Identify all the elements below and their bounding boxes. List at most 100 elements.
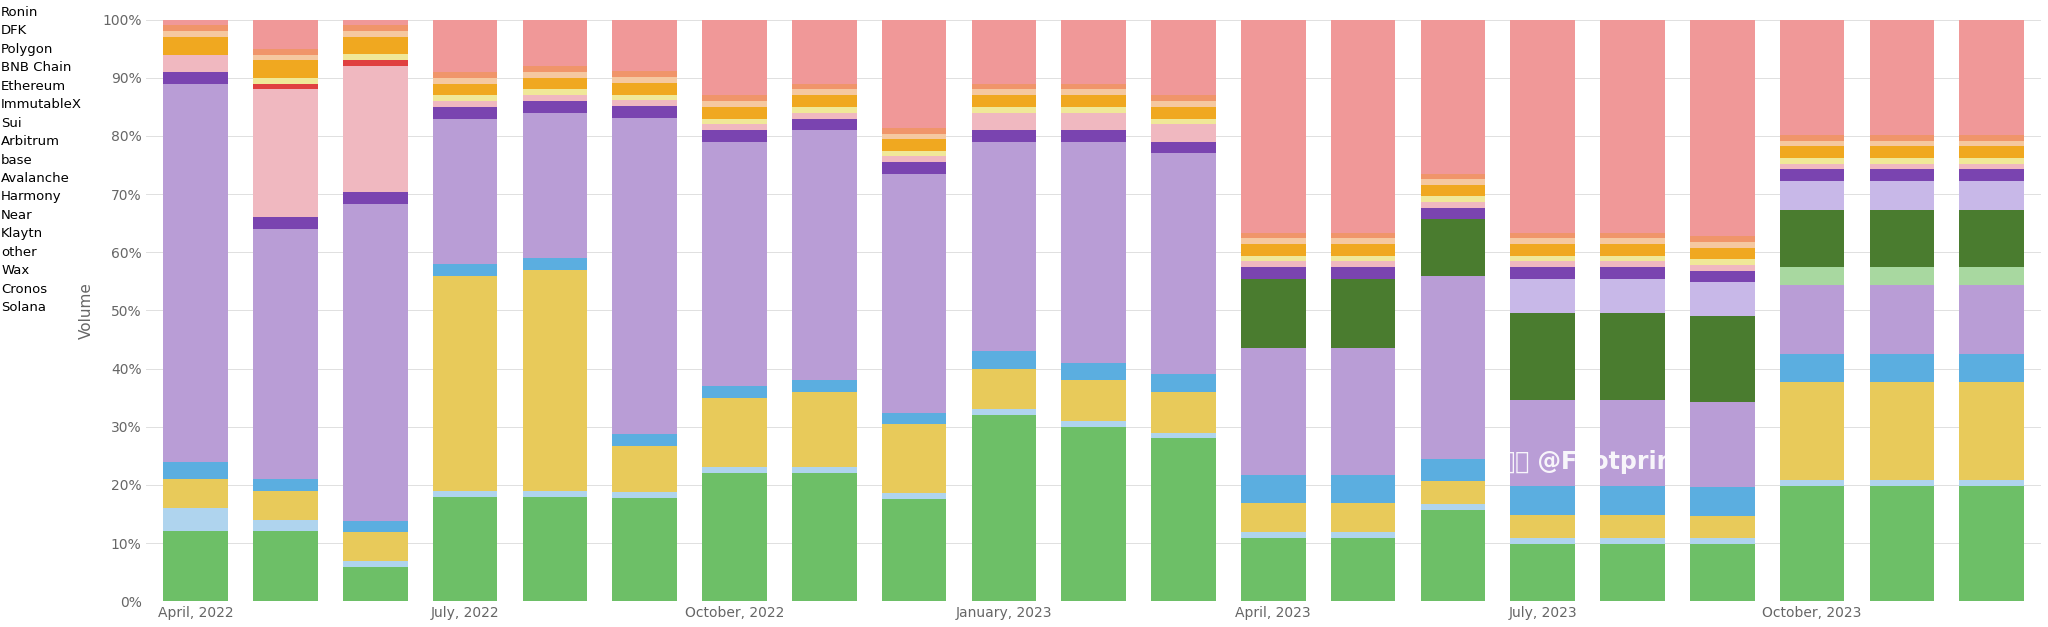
Bar	[1061, 363, 1126, 380]
Bar	[1331, 475, 1395, 503]
Bar	[432, 83, 498, 95]
Bar	[342, 192, 408, 204]
Bar	[1241, 244, 1307, 256]
Bar	[1331, 244, 1395, 256]
Bar	[164, 508, 227, 532]
Bar	[1599, 399, 1665, 486]
Text: 知乎 @Footprint: 知乎 @Footprint	[1501, 450, 1686, 473]
Bar	[522, 491, 588, 497]
Bar	[1690, 270, 1755, 282]
Bar	[971, 19, 1036, 83]
Bar	[522, 258, 588, 270]
Bar	[1960, 140, 2023, 146]
Bar	[164, 37, 227, 55]
Bar	[971, 142, 1036, 351]
Bar	[883, 498, 946, 601]
Bar	[164, 19, 227, 26]
Bar	[612, 106, 678, 117]
Bar	[254, 229, 317, 479]
Bar	[1151, 142, 1217, 154]
Bar	[971, 95, 1036, 107]
Bar	[1241, 348, 1307, 475]
Bar	[1509, 399, 1575, 486]
Bar	[702, 19, 766, 95]
Bar	[1690, 487, 1755, 515]
Bar	[1241, 475, 1307, 503]
Bar	[1331, 267, 1395, 279]
Bar	[1151, 124, 1217, 142]
Bar	[342, 19, 408, 26]
Bar	[1151, 19, 1217, 95]
Bar	[342, 532, 408, 561]
Bar	[1690, 316, 1755, 402]
Bar	[1151, 95, 1217, 101]
Bar	[164, 83, 227, 461]
Bar	[432, 491, 498, 497]
Bar	[1780, 209, 1845, 267]
Bar	[883, 174, 946, 413]
Bar	[1870, 382, 1933, 480]
Bar	[793, 392, 856, 468]
Bar	[1509, 538, 1575, 544]
Bar	[1870, 285, 1933, 354]
Bar	[1870, 480, 1933, 486]
Bar	[432, 275, 498, 491]
Bar	[793, 107, 856, 113]
Bar	[1960, 267, 2023, 285]
Bar	[432, 101, 498, 107]
Bar	[1509, 244, 1575, 256]
Bar	[702, 398, 766, 468]
Bar	[1690, 248, 1755, 259]
Bar	[1870, 140, 1933, 146]
Bar	[1780, 19, 1845, 135]
Bar	[612, 446, 678, 492]
Bar	[793, 90, 856, 95]
Bar	[702, 101, 766, 107]
Bar	[793, 113, 856, 119]
Bar	[432, 497, 498, 601]
Bar	[1061, 421, 1126, 427]
Bar	[1421, 185, 1485, 196]
Bar	[1780, 354, 1845, 382]
Bar	[1870, 169, 1933, 181]
Bar	[432, 72, 498, 78]
Bar	[1421, 19, 1485, 174]
Bar	[342, 520, 408, 532]
Bar	[432, 264, 498, 275]
Bar	[254, 19, 317, 49]
Bar	[612, 83, 678, 95]
Bar	[1690, 282, 1755, 316]
Bar	[522, 95, 588, 101]
Bar	[1151, 433, 1217, 438]
Bar	[1780, 135, 1845, 140]
Bar	[1331, 503, 1395, 532]
Bar	[432, 78, 498, 83]
Bar	[971, 369, 1036, 409]
Bar	[1331, 279, 1395, 348]
Bar	[1331, 256, 1395, 261]
Bar	[1599, 238, 1665, 244]
Bar	[522, 497, 588, 601]
Bar	[254, 479, 317, 491]
Bar	[612, 117, 678, 435]
Bar	[1870, 164, 1933, 169]
Bar	[971, 130, 1036, 142]
Bar	[1421, 277, 1485, 459]
Bar	[1509, 233, 1575, 238]
Bar	[164, 72, 227, 83]
Bar	[1509, 256, 1575, 261]
Bar	[612, 492, 678, 498]
Bar	[702, 119, 766, 124]
Bar	[164, 479, 227, 508]
Bar	[1061, 380, 1126, 421]
Bar	[1690, 242, 1755, 248]
Bar	[522, 78, 588, 90]
Legend: Ronin, DFK, Polygon, BNB Chain, Ethereum, ImmutableX, Sui, Arbitrum, base, Avala: Ronin, DFK, Polygon, BNB Chain, Ethereum…	[0, 3, 84, 317]
Bar	[254, 90, 317, 218]
Bar	[612, 77, 678, 83]
Bar	[1960, 146, 2023, 158]
Bar	[432, 107, 498, 119]
Bar	[1780, 181, 1845, 209]
Bar	[1241, 233, 1307, 238]
Bar	[1509, 515, 1575, 538]
